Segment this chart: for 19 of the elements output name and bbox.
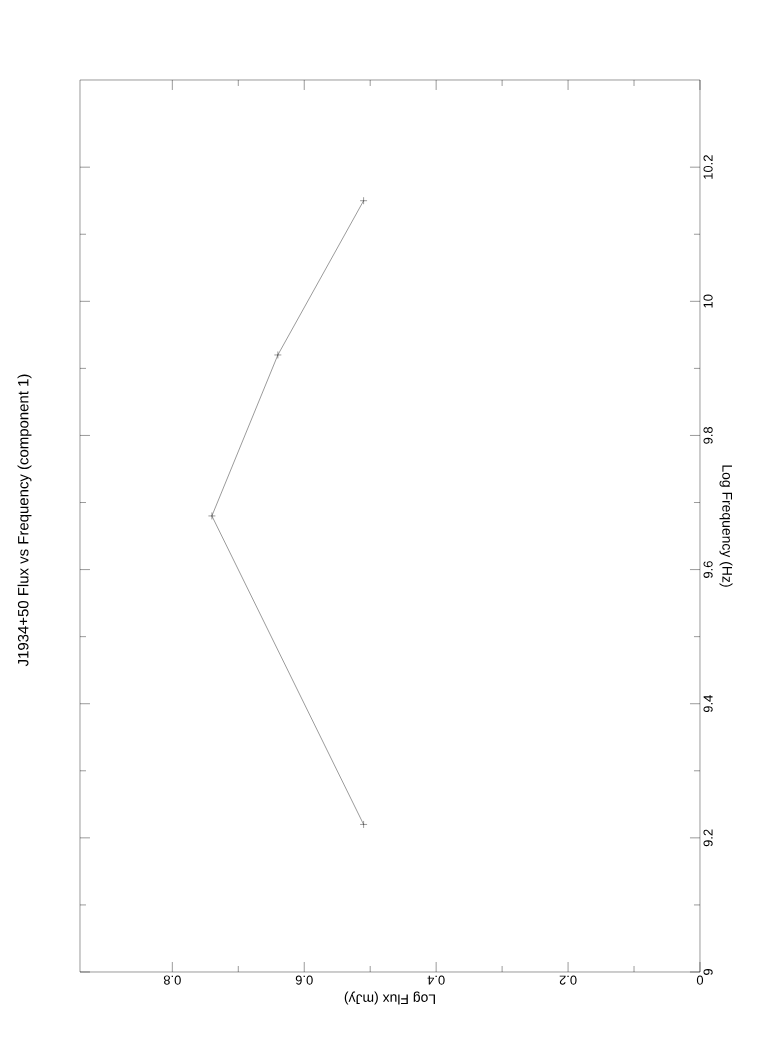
y-tick-label: 9.6 bbox=[703, 561, 713, 578]
point bbox=[359, 197, 368, 205]
x-tick-label: 0.8 bbox=[163, 975, 181, 985]
point bbox=[359, 820, 368, 829]
x-tick-label: 0 bbox=[696, 975, 704, 985]
y-tick-label: 10.2 bbox=[703, 155, 713, 179]
x-tick-label: 0.4 bbox=[427, 975, 445, 985]
y-tick-label: 9.4 bbox=[703, 695, 713, 713]
text: J1934+50 Flux vs Frequency (component 1) bbox=[17, 374, 32, 667]
point bbox=[274, 351, 282, 359]
y-axis-title: Log Frequency (Hz) bbox=[719, 465, 733, 587]
y-tick-label: 9 bbox=[703, 969, 713, 975]
point bbox=[208, 512, 216, 520]
y-tick-label: 9.8 bbox=[703, 427, 713, 444]
x-axis-title: Log Flux (mJy) bbox=[344, 991, 435, 1005]
x-tick-label: 0.6 bbox=[295, 975, 313, 985]
y-tick-label: 9.2 bbox=[703, 829, 713, 847]
y-tick-label: 10 bbox=[703, 294, 713, 308]
x-tick-label: 0.2 bbox=[559, 975, 577, 985]
